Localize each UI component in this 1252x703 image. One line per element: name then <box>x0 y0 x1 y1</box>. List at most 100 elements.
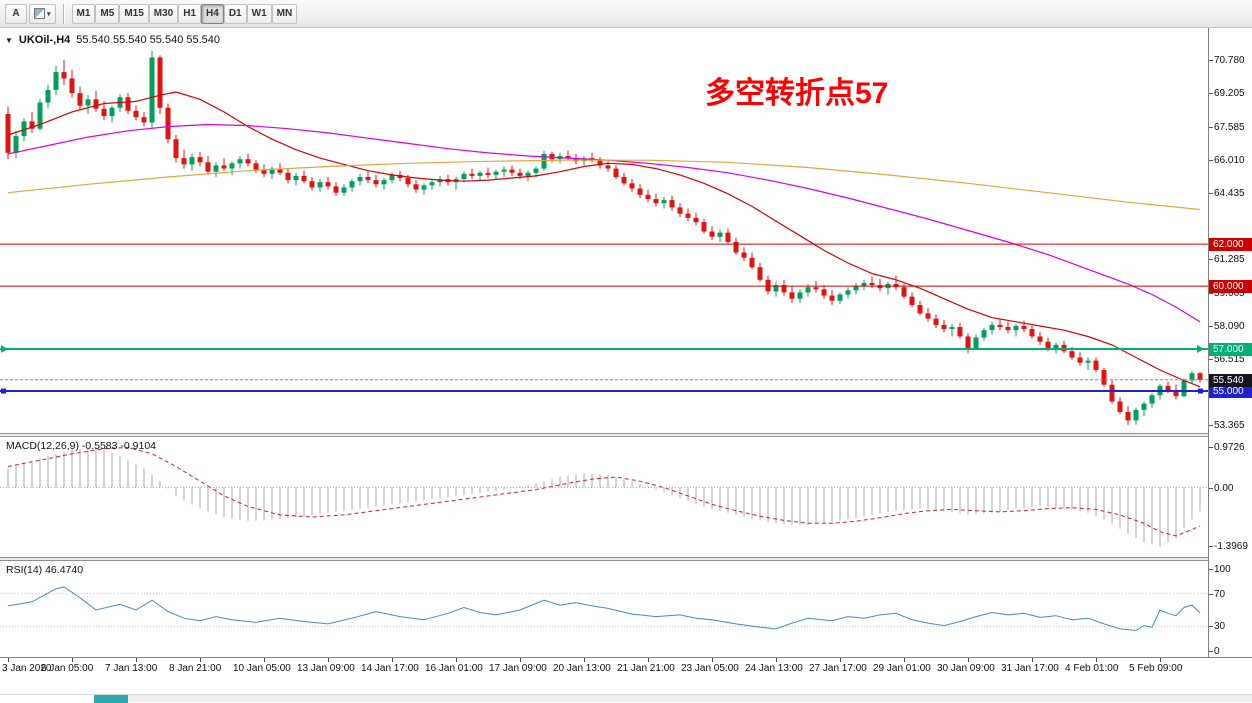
rsi-axis-label: 30 <box>1214 621 1226 632</box>
time-axis-tick <box>840 658 841 662</box>
price-axis-label: 70.780 <box>1214 55 1245 66</box>
time-axis-label: 31 Jan 17:00 <box>1001 663 1059 674</box>
time-axis-tick <box>456 658 457 662</box>
rsi-chart-svg <box>0 586 1208 632</box>
price-chart-svg <box>0 51 1208 425</box>
ma-mid-magenta <box>7 123 1201 323</box>
price-axis-tick <box>1209 193 1213 194</box>
timeframe-button-m15[interactable]: M15 <box>119 3 149 24</box>
time-axis-tick <box>648 658 649 662</box>
text-tool-button[interactable]: A <box>5 3 27 24</box>
ma-fast-red <box>7 91 1201 388</box>
one-click-trading-arrow-icon[interactable]: ▼ <box>5 35 13 45</box>
toolbar-separator <box>62 3 65 24</box>
time-axis-tick <box>968 658 969 662</box>
time-axis-label: 30 Jan 09:00 <box>937 663 995 674</box>
time-axis-tick <box>1096 658 1097 662</box>
top-toolbar: A ▾ M1 M5 M15 M30 H1 H4 D1 W1 MN <box>0 0 1252 28</box>
price-level-badge-62.000: 62.000 <box>1209 238 1252 251</box>
time-axis-tick <box>1032 658 1033 662</box>
rsi-panel[interactable]: RSI(14) 46.4740 <box>0 561 1208 657</box>
time-axis-tick <box>200 658 201 662</box>
timeframe-toolbar: M1 M5 M15 M30 H1 H4 D1 W1 MN <box>71 3 298 24</box>
status-strip-accent <box>94 695 128 703</box>
status-strip <box>0 694 1252 703</box>
macd-signal-line <box>7 446 1201 537</box>
drawing-tool-dropdown-button[interactable]: ▾ <box>29 3 56 24</box>
price-axis[interactable]: 70.780 69.205 67.585 66.010 64.435 61.285 59.6… <box>1208 28 1252 657</box>
time-axis-tick <box>712 658 713 662</box>
price-axis-tick <box>1209 594 1213 595</box>
chart-annotation-text[interactable]: 多空转折点57 <box>705 77 889 110</box>
ohlc-values: 55.540 55.540 55.540 55.540 <box>76 34 221 46</box>
price-axis-tick <box>1209 425 1213 426</box>
time-axis-label: 16 Jan 01:00 <box>425 663 483 674</box>
time-axis-tick <box>1160 658 1161 662</box>
time-axis-tick <box>776 658 777 662</box>
rsi-axis-label: 70 <box>1214 589 1226 600</box>
price-axis-tick <box>1209 488 1213 489</box>
price-axis-tick <box>1209 447 1213 448</box>
timeframe-button-h1[interactable]: H1 <box>178 3 202 24</box>
price-axis-label: 64.435 <box>1214 188 1245 199</box>
price-level-badge-60.000: 60.000 <box>1209 280 1252 293</box>
time-axis-label: 29 Jan 01:00 <box>873 663 931 674</box>
time-axis-label: 10 Jan 05:00 <box>233 663 291 674</box>
time-axis-tick <box>72 658 73 662</box>
panel-divider[interactable] <box>0 433 1252 437</box>
macd-panel[interactable]: MACD(12,26,9) -0.5583 -0.9104 <box>0 437 1208 557</box>
time-axis-label: 13 Jan 09:00 <box>297 663 355 674</box>
price-axis-tick <box>1209 569 1213 570</box>
timeframe-button-m1[interactable]: M1 <box>71 3 96 24</box>
macd-axis-label: 0.00 <box>1214 483 1234 494</box>
time-axis-label: 23 Jan 05:00 <box>681 663 739 674</box>
time-axis-label: 5 Feb 09:00 <box>1129 663 1183 674</box>
time-axis-tick <box>520 658 521 662</box>
time-axis-tick <box>328 658 329 662</box>
price-axis-tick <box>1209 160 1213 161</box>
timeframe-button-w1[interactable]: W1 <box>246 3 272 24</box>
price-axis-tick <box>1209 546 1213 547</box>
price-axis-label: 69.205 <box>1214 88 1245 99</box>
price-axis-tick <box>1209 259 1213 260</box>
time-axis-tick <box>392 658 393 662</box>
time-axis-label: 17 Jan 09:00 <box>489 663 547 674</box>
time-axis-tick <box>264 658 265 662</box>
price-axis-label: 67.585 <box>1214 122 1245 133</box>
price-axis-tick <box>1209 293 1213 294</box>
macd-chart-svg <box>0 446 1208 547</box>
rsi-label: RSI(14) 46.4740 <box>6 564 84 576</box>
price-level-badge-57.000: 57.000 <box>1209 343 1252 356</box>
price-axis-tick <box>1209 60 1213 61</box>
time-axis-tick <box>8 658 9 662</box>
timeframe-button-m30[interactable]: M30 <box>148 3 179 24</box>
rsi-axis-label: 0 <box>1214 646 1220 657</box>
current-price-badge: 55.540 <box>1209 374 1252 387</box>
time-axis-tick <box>584 658 585 662</box>
timeframe-button-d1[interactable]: D1 <box>223 3 247 24</box>
time-axis-label: 6 Jan 05:00 <box>41 663 94 674</box>
price-axis-label: 61.285 <box>1214 254 1245 265</box>
timeframe-button-mn[interactable]: MN <box>271 3 298 24</box>
price-axis-label: 56.515 <box>1214 354 1245 365</box>
drawing-tool-icon <box>34 8 45 19</box>
chart-legend: ▼ UKOil-,H4 55.540 55.540 55.540 55.540 <box>5 34 220 46</box>
price-axis-tick <box>1209 127 1213 128</box>
price-level-badge-55.000: 55.000 <box>1209 385 1252 398</box>
macd-axis-label: -1.3969 <box>1214 541 1248 552</box>
chart-area[interactable]: ▼ UKOil-,H4 55.540 55.540 55.540 55.540 … <box>0 28 1252 694</box>
macd-axis-label: 0.9726 <box>1214 442 1245 453</box>
symbol-title: UKOil-,H4 <box>18 34 71 46</box>
price-panel[interactable]: ▼ UKOil-,H4 55.540 55.540 55.540 55.540 … <box>0 28 1208 433</box>
price-axis-label: 58.090 <box>1214 321 1245 332</box>
ma-slow-orange <box>7 159 1201 211</box>
panel-divider[interactable] <box>0 557 1252 561</box>
time-axis-label: 3 Jan 2020 <box>2 663 52 674</box>
timeframe-button-h4[interactable]: H4 <box>201 3 224 24</box>
time-axis[interactable]: 3 Jan 2020 6 Jan 05:00 7 Jan 13:00 8 Jan 21… <box>0 657 1252 694</box>
timeframe-button-m5[interactable]: M5 <box>95 3 120 24</box>
time-axis-tick <box>904 658 905 662</box>
price-axis-tick <box>1209 651 1213 652</box>
price-axis-tick <box>1209 93 1213 94</box>
price-axis-label: 66.010 <box>1214 155 1245 166</box>
